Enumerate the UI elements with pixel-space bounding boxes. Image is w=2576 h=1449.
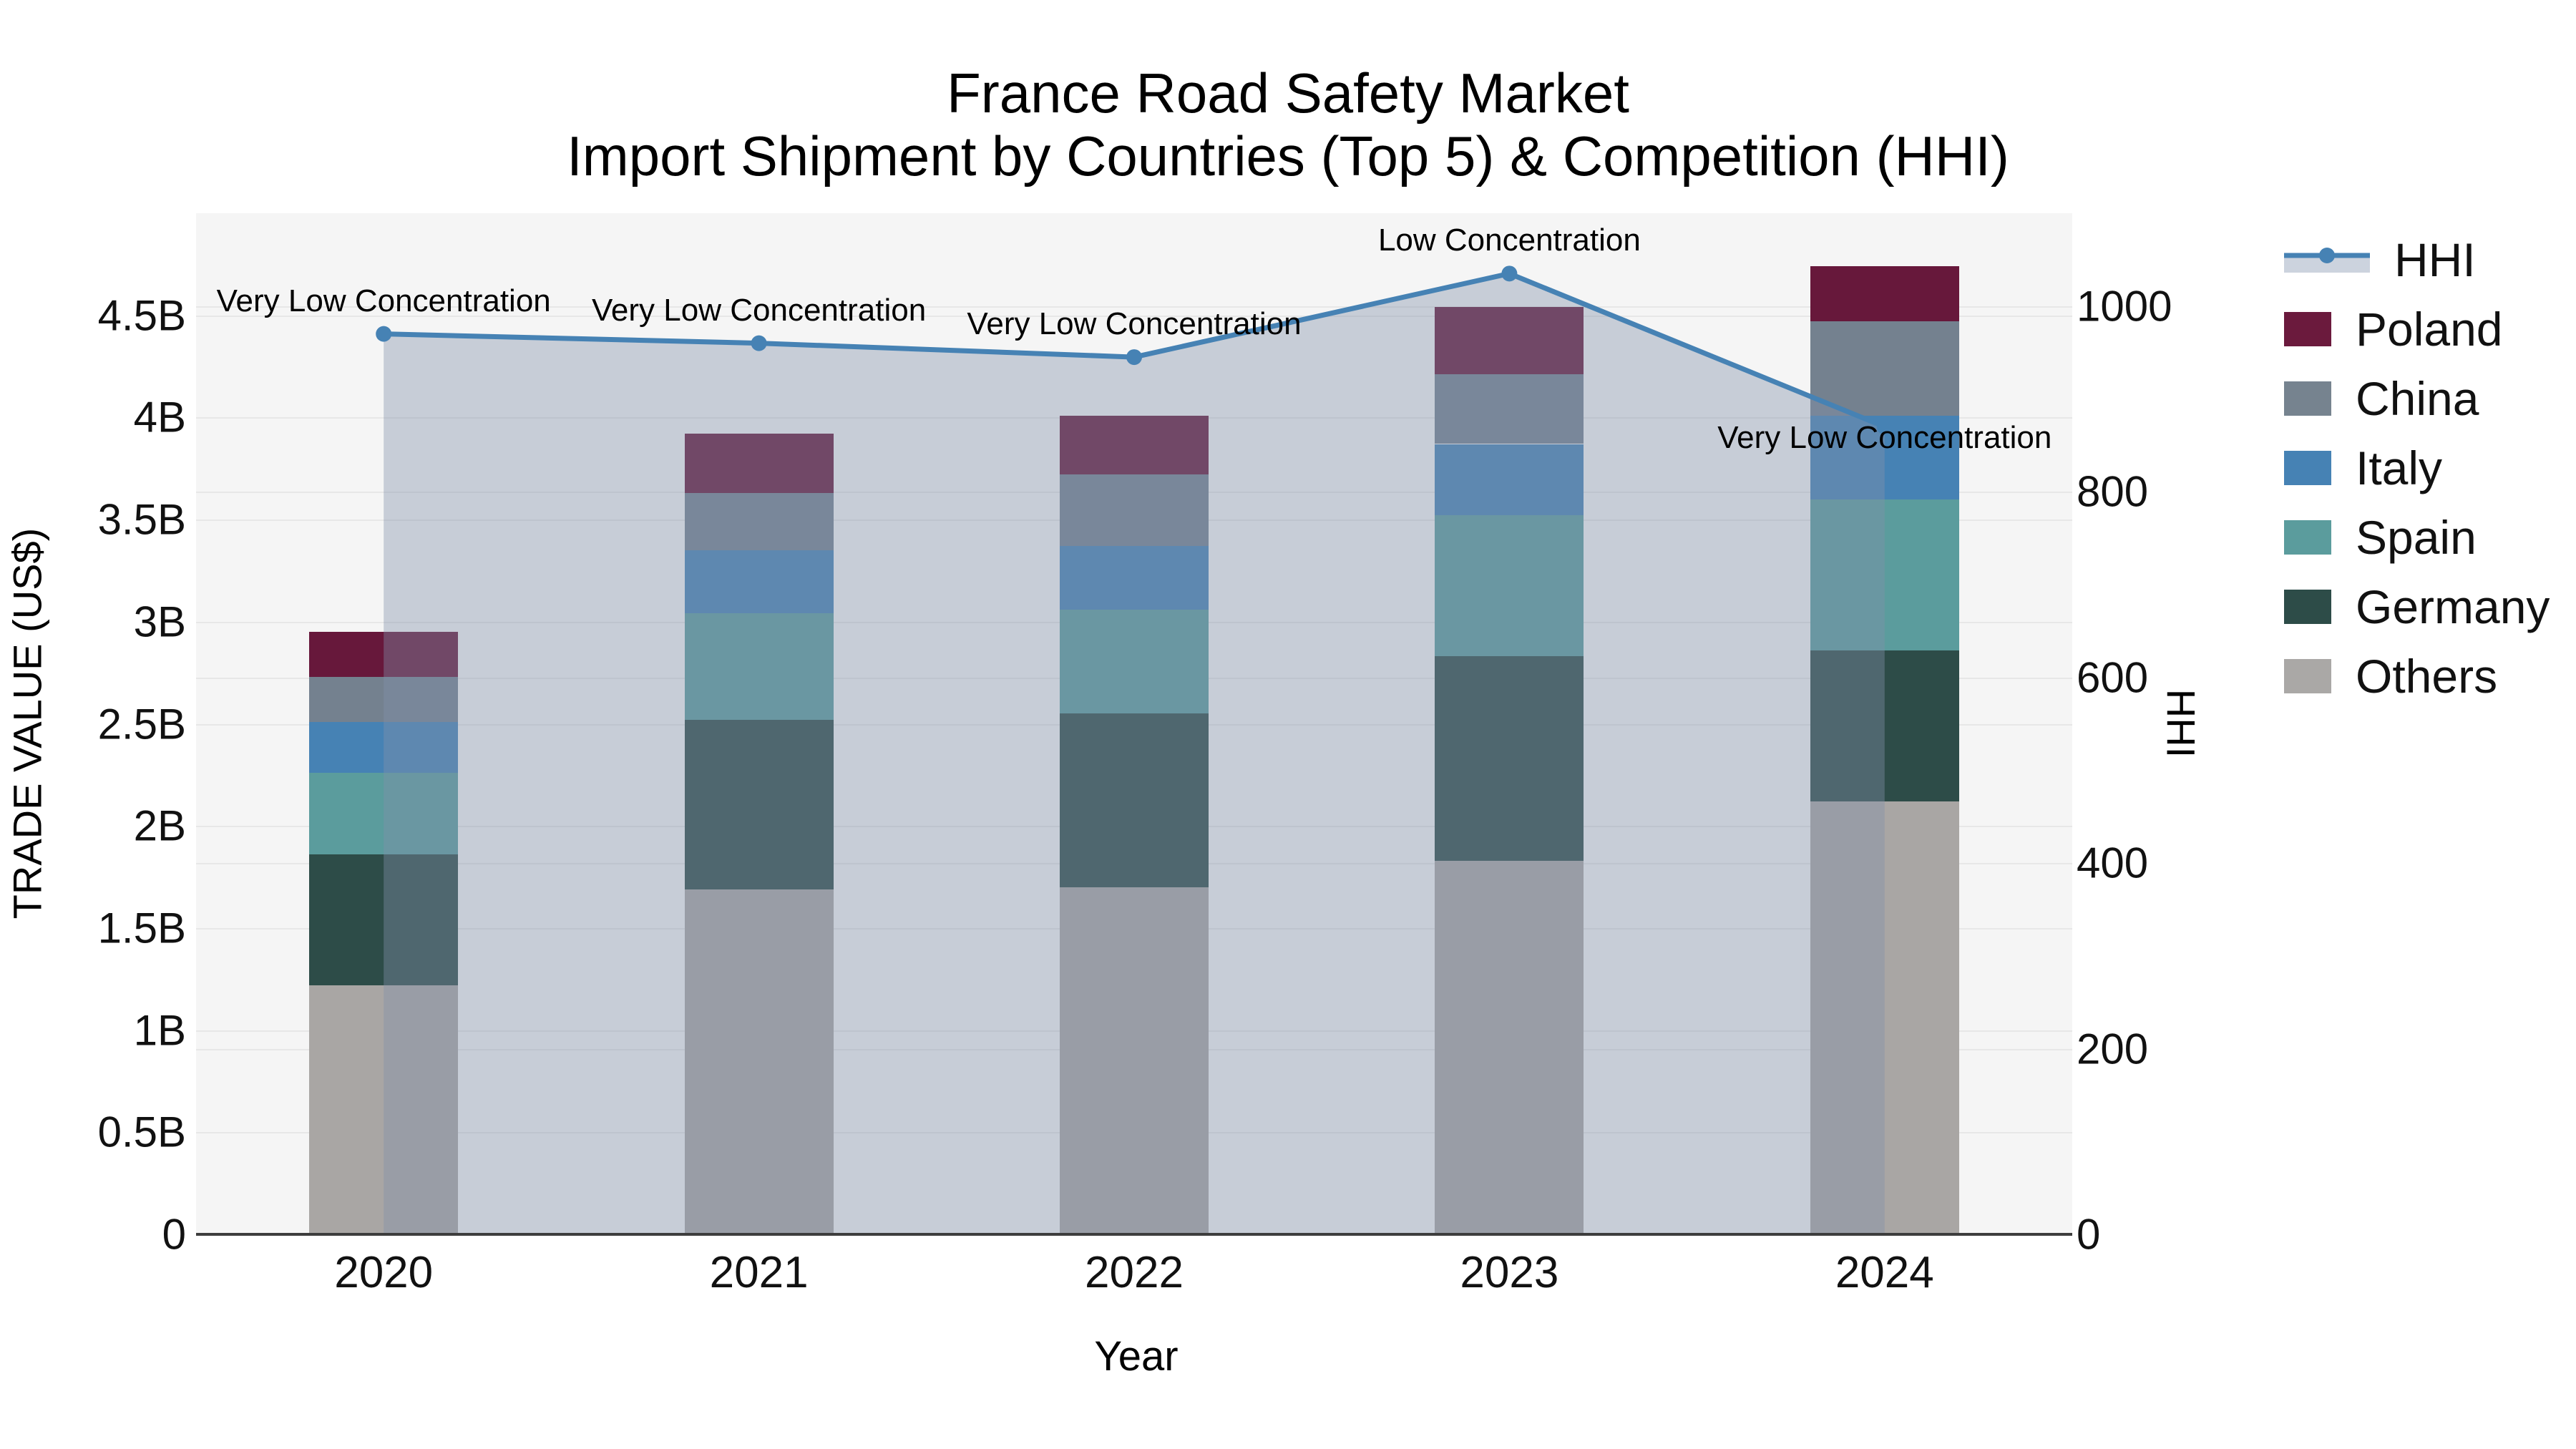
legend-label: HHI [2394, 233, 2476, 286]
bar-poland-2023[interactable] [1435, 307, 1584, 375]
annotation-2020: Very Low Concentration [216, 283, 551, 318]
x-tick-2022: 2022 [1085, 1248, 1184, 1297]
y-left-tick-2B: 2B [133, 801, 186, 850]
bar-poland-2022[interactable] [1060, 415, 1209, 475]
y-left-tick-1.5B: 1.5B [97, 904, 186, 952]
bar-poland-2024[interactable] [1810, 266, 1959, 322]
hhi-marker-2020[interactable] [376, 326, 392, 342]
y-right-tick-200: 200 [2077, 1025, 2149, 1073]
x-tick-2020: 2020 [334, 1248, 434, 1297]
y-axis-right-title: HHI [2158, 688, 2204, 758]
bar-spain-2023[interactable] [1435, 515, 1584, 657]
bar-others-2022[interactable] [1060, 887, 1209, 1234]
bar-spain-2022[interactable] [1060, 609, 1209, 714]
legend-item-poland[interactable]: Poland [2284, 302, 2503, 356]
legend-label: Italy [2356, 441, 2443, 494]
gridline [196, 306, 2072, 308]
y-right-tick-0: 0 [2077, 1210, 2101, 1259]
bar-poland-2021[interactable] [684, 434, 834, 493]
legend-item-hhi[interactable]: HHI [2284, 233, 2476, 287]
bar-china-2020[interactable] [309, 676, 459, 722]
y-left-tick-3.5B: 3.5B [97, 495, 186, 544]
annotation-2023: Low Concentration [1377, 223, 1641, 258]
legend-item-germany[interactable]: Germany [2284, 580, 2550, 634]
bar-italy-2023[interactable] [1435, 444, 1584, 516]
bar-italy-2020[interactable] [309, 721, 459, 773]
bar-germany-2020[interactable] [309, 854, 459, 985]
y-left-tick-4B: 4B [133, 393, 186, 441]
x-tick-2021: 2021 [709, 1248, 809, 1297]
bar-spain-2021[interactable] [684, 613, 834, 720]
bar-germany-2021[interactable] [684, 719, 834, 889]
bar-others-2024[interactable] [1810, 801, 1959, 1234]
legend-label: Spain [2356, 511, 2477, 564]
y-left-tick-0.5B: 0.5B [97, 1108, 186, 1156]
legend-label: Germany [2356, 580, 2550, 633]
legend-item-others[interactable]: Others [2284, 649, 2497, 703]
bar-spain-2020[interactable] [309, 772, 459, 855]
legend-label: Others [2356, 650, 2498, 703]
legend-item-china[interactable]: China [2284, 371, 2479, 426]
legend-swatch-others [2284, 659, 2331, 693]
annotation-2024: Very Low Concentration [1717, 420, 2052, 456]
hhi-marker-2023[interactable] [1501, 265, 1518, 282]
bar-spain-2024[interactable] [1810, 499, 1959, 650]
y-left-tick-0: 0 [162, 1210, 186, 1259]
y-right-tick-600: 600 [2077, 653, 2149, 702]
y-right-tick-800: 800 [2077, 467, 2149, 516]
chart-title-line1: France Road Safety Market [947, 62, 1629, 125]
plot-area: Very Low Concentration Very Low Concentra… [196, 213, 2072, 1236]
x-tick-2023: 2023 [1460, 1248, 1559, 1297]
bar-others-2020[interactable] [309, 985, 459, 1234]
hhi-area-fill [384, 273, 1885, 1234]
legend-label: China [2356, 372, 2479, 425]
bar-china-2024[interactable] [1810, 321, 1959, 416]
y-left-tick-4.5B: 4.5B [97, 291, 186, 340]
legend-swatch-germany [2284, 590, 2331, 624]
gridline [196, 315, 2072, 317]
chart-title: France Road Safety Market Import Shipmen… [0, 62, 2576, 187]
bar-china-2023[interactable] [1435, 374, 1584, 444]
bar-italy-2022[interactable] [1060, 546, 1209, 610]
legend-swatch-spain [2284, 520, 2331, 555]
bar-others-2023[interactable] [1435, 860, 1584, 1234]
legend-label: Poland [2356, 303, 2503, 356]
annotation-2022: Very Low Concentration [967, 306, 1302, 342]
y-left-tick-2.5B: 2.5B [97, 700, 186, 748]
chart-title-line2: Import Shipment by Countries (Top 5) & C… [567, 125, 2009, 187]
y-left-tick-1B: 1B [133, 1006, 186, 1055]
x-axis-line [196, 1233, 2072, 1236]
legend-swatch-poland [2284, 312, 2331, 346]
y-right-tick-400: 400 [2077, 839, 2149, 887]
y-left-tick-3B: 3B [133, 597, 186, 646]
x-tick-2024: 2024 [1835, 1248, 1934, 1297]
hhi-marker-2022[interactable] [1126, 349, 1142, 366]
legend-item-italy[interactable]: Italy [2284, 441, 2442, 495]
bar-germany-2024[interactable] [1810, 650, 1959, 801]
legend-swatch-italy [2284, 451, 2331, 485]
bar-germany-2022[interactable] [1060, 713, 1209, 887]
hhi-line-layer [376, 265, 1893, 1234]
legend-swatch-china [2284, 381, 2331, 416]
bar-italy-2021[interactable] [684, 550, 834, 614]
annotation-2021: Very Low Concentration [592, 292, 927, 328]
x-axis-title: Year [1094, 1333, 1179, 1380]
y-axis-left-title: TRADE VALUE (US$) [4, 527, 50, 919]
legend-hhi-line-icon [2284, 248, 2370, 273]
hhi-marker-2021[interactable] [751, 335, 767, 351]
bar-china-2022[interactable] [1060, 474, 1209, 547]
bar-poland-2020[interactable] [309, 632, 459, 677]
hhi-marker-2024[interactable] [1876, 419, 1893, 435]
y-right-tick-1000: 1000 [2077, 282, 2172, 331]
bar-others-2021[interactable] [684, 889, 834, 1234]
bar-china-2021[interactable] [684, 492, 834, 550]
legend-item-spain[interactable]: Spain [2284, 510, 2477, 565]
bar-germany-2023[interactable] [1435, 656, 1584, 861]
